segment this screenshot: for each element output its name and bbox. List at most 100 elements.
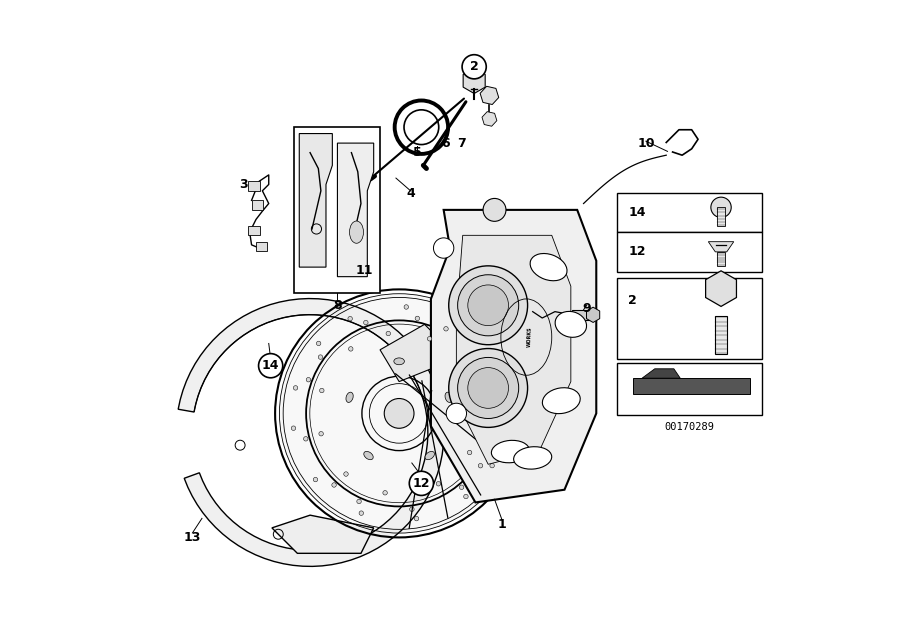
Bar (248, 181, 260, 191)
Polygon shape (431, 210, 597, 502)
Circle shape (306, 378, 310, 382)
Circle shape (292, 426, 296, 431)
Circle shape (449, 349, 527, 427)
Circle shape (457, 275, 518, 336)
Circle shape (414, 516, 418, 521)
Circle shape (462, 55, 486, 79)
Text: 12: 12 (412, 477, 430, 490)
Bar (294, 127, 380, 293)
Ellipse shape (364, 452, 374, 460)
Circle shape (258, 354, 283, 378)
Text: 14: 14 (262, 359, 279, 372)
Polygon shape (708, 242, 734, 252)
Circle shape (488, 356, 492, 360)
Circle shape (711, 197, 731, 218)
Text: 5: 5 (412, 146, 421, 159)
Text: 14: 14 (628, 206, 645, 219)
Circle shape (468, 368, 508, 408)
Bar (616, 363, 761, 415)
Circle shape (410, 507, 414, 511)
Ellipse shape (425, 452, 435, 460)
Ellipse shape (491, 440, 529, 463)
Circle shape (503, 422, 508, 427)
Circle shape (348, 347, 353, 351)
Text: 1: 1 (498, 518, 507, 531)
Text: 00170289: 00170289 (664, 422, 714, 432)
Text: 8: 8 (333, 299, 342, 312)
Circle shape (317, 341, 321, 345)
Circle shape (359, 511, 364, 515)
Circle shape (293, 385, 298, 390)
Circle shape (344, 472, 348, 476)
Bar (616, 278, 761, 359)
Polygon shape (338, 143, 374, 277)
Bar (256, 242, 267, 251)
Bar (248, 226, 260, 235)
Circle shape (415, 316, 419, 321)
Circle shape (428, 336, 432, 341)
Polygon shape (178, 298, 444, 567)
Polygon shape (456, 235, 571, 464)
Circle shape (410, 471, 434, 495)
Bar (716, 207, 725, 226)
Text: 2: 2 (628, 294, 637, 307)
Bar (572, 310, 590, 320)
Circle shape (449, 266, 527, 345)
Ellipse shape (394, 358, 404, 364)
Circle shape (483, 198, 506, 221)
Text: 6: 6 (441, 137, 450, 149)
Circle shape (467, 450, 472, 455)
Circle shape (462, 364, 466, 368)
Circle shape (459, 485, 464, 490)
Circle shape (320, 389, 324, 393)
Circle shape (478, 411, 482, 415)
Ellipse shape (514, 446, 552, 469)
Circle shape (332, 483, 337, 487)
Circle shape (468, 285, 508, 326)
Ellipse shape (543, 388, 580, 413)
Text: WORKS: WORKS (526, 327, 533, 347)
Circle shape (303, 436, 308, 441)
Circle shape (319, 431, 323, 436)
Circle shape (386, 331, 391, 336)
Polygon shape (272, 515, 374, 553)
Circle shape (436, 481, 441, 486)
Ellipse shape (445, 392, 453, 403)
Ellipse shape (346, 392, 353, 403)
Bar (616, 193, 761, 232)
Text: 2: 2 (470, 60, 479, 73)
Circle shape (434, 238, 454, 258)
Circle shape (279, 293, 519, 534)
Polygon shape (642, 369, 680, 378)
Ellipse shape (530, 254, 567, 280)
Polygon shape (633, 378, 750, 394)
Text: 4: 4 (406, 188, 415, 200)
Circle shape (313, 478, 318, 482)
Text: 3: 3 (239, 178, 248, 191)
Text: 7: 7 (457, 137, 466, 149)
Circle shape (478, 464, 482, 468)
Circle shape (490, 464, 494, 468)
Text: 12: 12 (628, 245, 645, 258)
Polygon shape (380, 324, 450, 382)
Circle shape (356, 499, 361, 504)
Circle shape (457, 357, 518, 418)
Circle shape (382, 490, 387, 495)
Circle shape (446, 403, 466, 424)
Text: 9: 9 (582, 302, 591, 315)
Ellipse shape (555, 312, 587, 337)
Circle shape (384, 399, 414, 428)
Bar (715, 316, 727, 354)
Bar (716, 252, 725, 266)
Circle shape (348, 317, 353, 321)
Polygon shape (300, 134, 332, 267)
Text: 10: 10 (637, 137, 654, 149)
Text: 13: 13 (184, 531, 201, 544)
Circle shape (444, 326, 448, 331)
Circle shape (485, 371, 490, 375)
Circle shape (459, 324, 464, 329)
Circle shape (404, 305, 409, 309)
Bar (616, 232, 761, 272)
Circle shape (493, 421, 498, 425)
Circle shape (464, 494, 468, 499)
